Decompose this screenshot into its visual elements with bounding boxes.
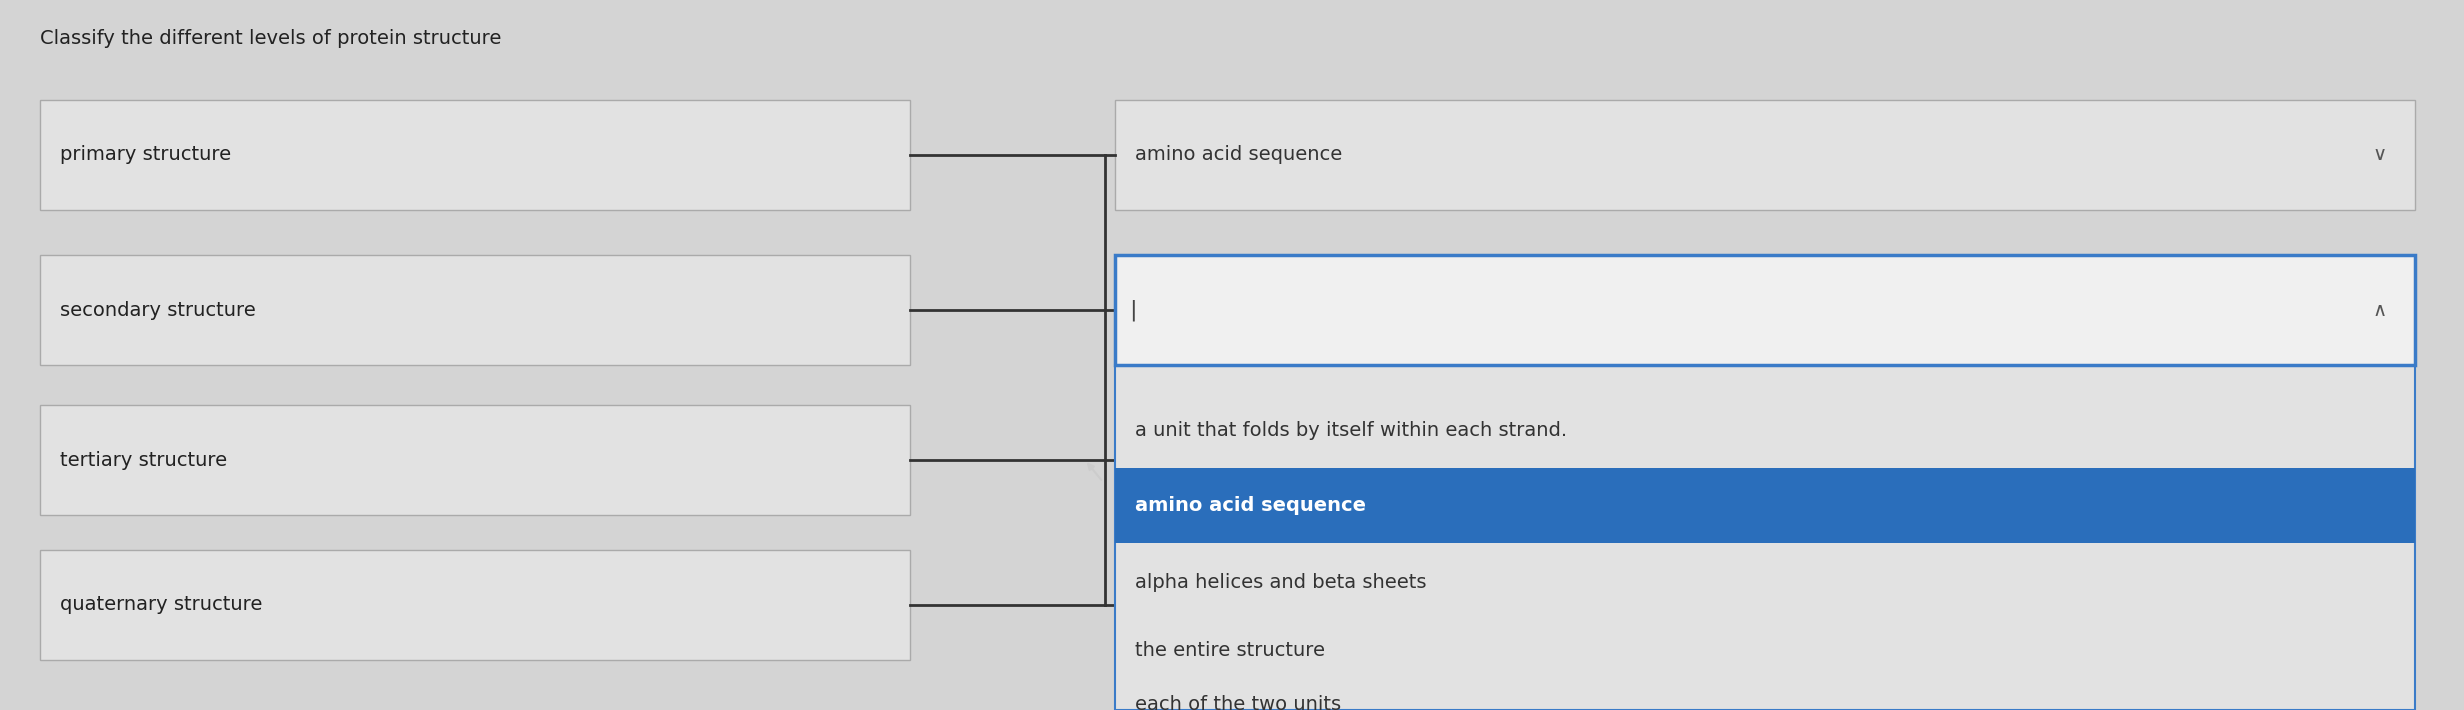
Bar xyxy=(39,550,909,660)
Text: each of the two units: each of the two units xyxy=(1136,696,1340,710)
Text: primary structure: primary structure xyxy=(59,146,232,165)
Bar xyxy=(39,255,909,365)
Bar xyxy=(39,405,909,515)
Text: quaternary structure: quaternary structure xyxy=(59,596,261,614)
Text: ∧: ∧ xyxy=(2373,300,2388,320)
Text: a unit that folds by itself within each strand.: a unit that folds by itself within each … xyxy=(1136,420,1567,439)
Text: amino acid sequence: amino acid sequence xyxy=(1136,146,1343,165)
Text: secondary structure: secondary structure xyxy=(59,300,256,320)
Text: Classify the different levels of protein structure: Classify the different levels of protein… xyxy=(39,28,500,48)
Bar xyxy=(39,100,909,210)
Bar xyxy=(1116,100,2415,210)
Bar xyxy=(1116,255,2415,365)
Bar xyxy=(1116,365,2415,710)
Text: alpha helices and beta sheets: alpha helices and beta sheets xyxy=(1136,573,1427,592)
Text: the entire structure: the entire structure xyxy=(1136,640,1326,660)
Bar xyxy=(1116,468,2415,543)
Text: tertiary structure: tertiary structure xyxy=(59,451,227,469)
Text: ∨: ∨ xyxy=(2373,146,2388,165)
Text: amino acid sequence: amino acid sequence xyxy=(1136,496,1365,515)
Text: |: | xyxy=(1129,299,1136,321)
